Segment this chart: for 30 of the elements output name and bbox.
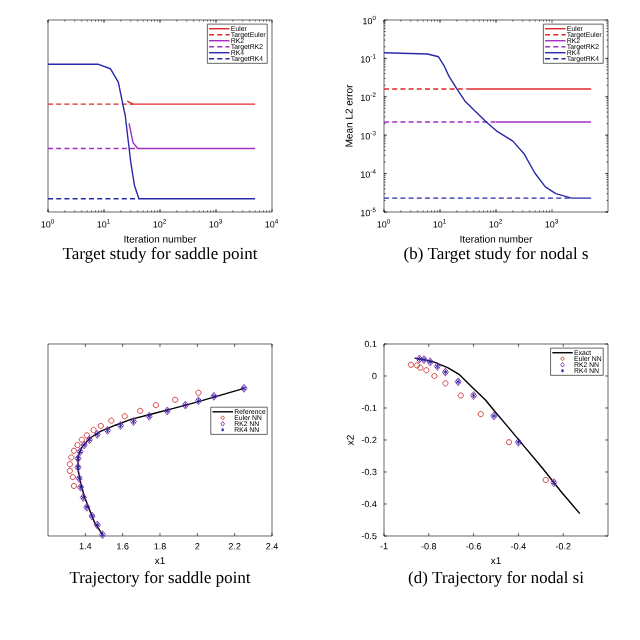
point: [442, 380, 449, 387]
point: [66, 467, 73, 474]
point: [70, 447, 77, 454]
point: [74, 441, 81, 449]
point: [431, 372, 438, 380]
text: Target study for saddle point: [62, 247, 258, 263]
point: [121, 413, 128, 420]
point: [68, 454, 75, 461]
point: [108, 417, 115, 424]
point: [97, 422, 104, 430]
point: [423, 367, 430, 374]
point: [78, 436, 85, 443]
text: (b) Target study for nodal s: [404, 247, 588, 263]
point: [195, 389, 202, 396]
point: [152, 402, 159, 409]
point: [457, 392, 464, 399]
point: [542, 476, 549, 484]
point: [407, 361, 414, 368]
point: [172, 396, 179, 403]
text: Trajectory for saddle point: [69, 571, 251, 587]
point: [137, 407, 144, 414]
point: [413, 362, 420, 369]
point: [70, 482, 77, 489]
point: [69, 474, 76, 481]
point: [417, 364, 424, 371]
point: [477, 411, 484, 418]
point: [90, 426, 97, 433]
point: [505, 439, 513, 446]
text: (d) Trajectory for nodal si: [408, 571, 584, 587]
point: [66, 461, 73, 468]
